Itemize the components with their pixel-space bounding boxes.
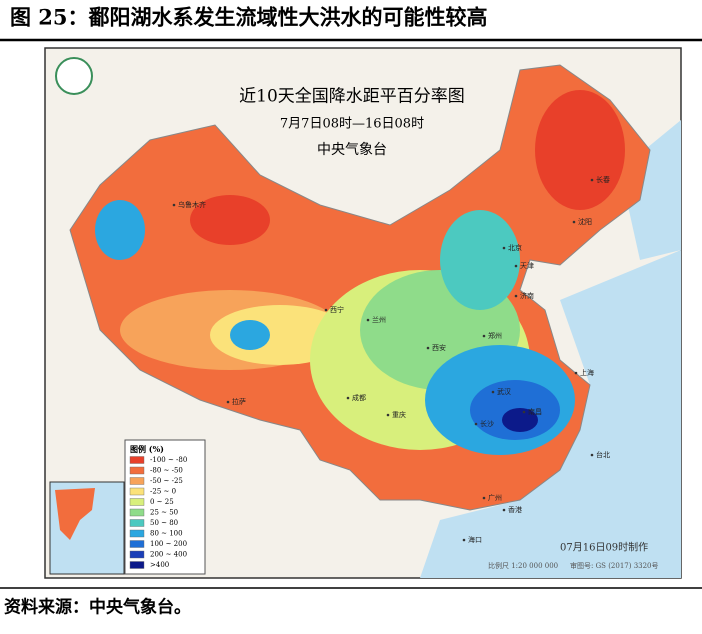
legend-label: -25 ~ 0 bbox=[150, 488, 176, 496]
legend-label: 80 ~ 100 bbox=[150, 530, 183, 538]
city-label: 重庆 bbox=[392, 410, 406, 419]
city-label: 兰州 bbox=[372, 315, 386, 324]
city-dot bbox=[426, 346, 430, 350]
sea bbox=[420, 250, 681, 578]
city-dot bbox=[514, 294, 518, 298]
city-label: 拉萨 bbox=[232, 397, 246, 406]
region bbox=[535, 90, 625, 210]
city-label: 南昌 bbox=[528, 407, 542, 416]
sea bbox=[620, 120, 681, 260]
city-dot bbox=[462, 538, 466, 542]
city-dot bbox=[502, 508, 506, 512]
city-label: 武汉 bbox=[497, 387, 511, 396]
city-label: 沈阳 bbox=[578, 217, 592, 226]
city-dot bbox=[474, 422, 478, 426]
legend-label: 100 ~ 200 bbox=[150, 540, 187, 548]
city-dot bbox=[522, 410, 526, 414]
city-label: 西安 bbox=[432, 343, 446, 352]
city-label: 成都 bbox=[352, 393, 366, 402]
city-dot bbox=[346, 396, 350, 400]
city-label: 天津 bbox=[520, 262, 534, 270]
legend-swatch bbox=[129, 498, 145, 506]
legend-title: 图例 (%) bbox=[130, 444, 164, 454]
city-dot bbox=[572, 220, 576, 224]
city-label: 郑州 bbox=[488, 332, 502, 340]
city-dot bbox=[324, 308, 328, 312]
city-dot bbox=[482, 496, 486, 500]
city-label: 台北 bbox=[596, 450, 610, 459]
legend-swatch bbox=[129, 561, 145, 569]
city-dot bbox=[482, 334, 486, 338]
legend-swatch bbox=[129, 519, 145, 527]
legend-swatch bbox=[129, 508, 145, 517]
legend: 图例 (%) -100 ~ -80 -80 ~ -50 -50 ~ -25 -25 ~… bbox=[124, 439, 206, 575]
region bbox=[502, 408, 538, 432]
city-label: 香港 bbox=[508, 505, 522, 514]
city-label: 长沙 bbox=[480, 419, 494, 428]
legend-label: 0 ~ 25 bbox=[150, 498, 174, 506]
region bbox=[230, 320, 270, 350]
map-subtitle: 7月7日08时—16日08时 bbox=[280, 117, 424, 132]
legend-label: -50 ~ -25 bbox=[150, 477, 183, 485]
city-label: 海口 bbox=[468, 535, 482, 544]
legend-label: -80 ~ -50 bbox=[150, 467, 183, 475]
legend-swatch bbox=[129, 456, 145, 464]
city-dot bbox=[574, 371, 578, 375]
legend-label: 200 ~ 400 bbox=[150, 551, 187, 559]
city-label: 北京 bbox=[508, 243, 522, 252]
review-number: 审图号: GS (2017) 3320号 bbox=[570, 561, 659, 570]
made-time: 07月16日09时制作 bbox=[560, 541, 648, 554]
city-dot bbox=[590, 178, 594, 182]
city-label: 乌鲁木齐 bbox=[178, 200, 206, 209]
city-dot bbox=[491, 390, 495, 394]
legend-label: 50 ~ 80 bbox=[150, 519, 178, 527]
city-dot bbox=[502, 246, 506, 250]
map-agency: 中央气象台 bbox=[317, 142, 387, 158]
legend-swatch bbox=[129, 550, 145, 559]
legend-swatch bbox=[129, 466, 145, 475]
city-dot bbox=[590, 453, 594, 457]
logo bbox=[55, 57, 93, 95]
source: 资料来源：中央气象台。 bbox=[4, 597, 191, 618]
inset-land bbox=[55, 488, 95, 540]
legend-label: 25 ~ 50 bbox=[150, 509, 178, 517]
city-label: 西宁 bbox=[330, 305, 344, 314]
city-label: 济南 bbox=[520, 291, 534, 300]
city-dot bbox=[514, 264, 518, 268]
region bbox=[440, 210, 520, 310]
map: 近10天全国降水距平百分率图 7月7日08时—16日08时 中央气象台 乌鲁木齐… bbox=[44, 47, 682, 579]
region bbox=[190, 195, 270, 245]
map-scale: 比例尺 1:20 000 000 bbox=[488, 561, 558, 570]
city-label: 长春 bbox=[596, 175, 610, 184]
legend-swatch bbox=[129, 487, 145, 496]
city-dot bbox=[366, 318, 370, 322]
map-title: 近10天全国降水距平百分率图 bbox=[239, 87, 465, 107]
city-label: 广州 bbox=[488, 493, 502, 502]
city-dot bbox=[226, 400, 230, 404]
header-title: 图 25：鄱阳湖水系发生流域性大洪水的可能性较高 bbox=[10, 5, 488, 30]
legend-swatch bbox=[129, 477, 145, 485]
region bbox=[95, 200, 145, 260]
legend-swatch bbox=[129, 529, 145, 538]
legend-label: -100 ~ -80 bbox=[150, 456, 187, 464]
legend-swatch bbox=[129, 540, 145, 548]
city-dot bbox=[172, 203, 176, 207]
legend-label: >400 bbox=[150, 561, 169, 569]
city-label: 上海 bbox=[580, 368, 594, 377]
city-dot bbox=[386, 413, 390, 417]
